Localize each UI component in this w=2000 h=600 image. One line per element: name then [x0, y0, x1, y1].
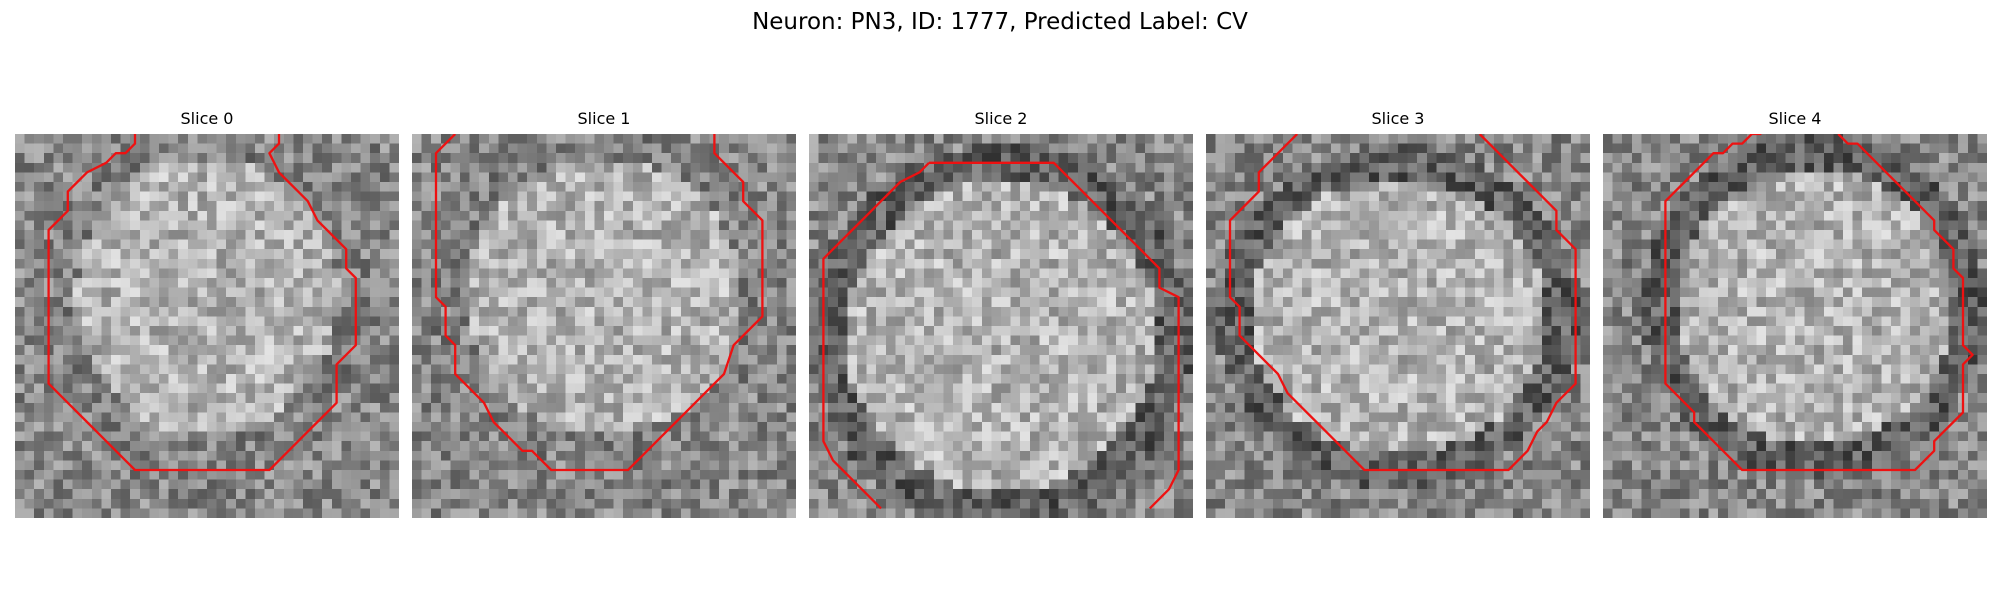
slice-image	[1603, 134, 1987, 518]
slice-panel-2: Slice 2	[809, 108, 1193, 518]
slice-image	[809, 134, 1193, 518]
slice-panel-4: Slice 4	[1603, 108, 1987, 518]
cell-contour	[822, 161, 930, 510]
slice-title: Slice 4	[1768, 109, 1822, 128]
figure-title: Neuron: PN3, ID: 1777, Predicted Label: …	[752, 9, 1248, 35]
pixel-grid	[15, 134, 399, 518]
slice-image	[412, 134, 796, 518]
slice-panel-1: Slice 1	[412, 108, 796, 518]
cell-contour	[1664, 134, 1974, 472]
pixel-grid	[809, 134, 1193, 518]
slice-title: Slice 0	[180, 109, 234, 128]
cell-contour	[1228, 134, 1577, 472]
cell-contour	[929, 161, 1180, 510]
slice-title: Slice 3	[1371, 109, 1425, 128]
slice-image	[15, 134, 399, 518]
slice-title: Slice 2	[974, 109, 1028, 128]
cell-contour	[47, 134, 357, 472]
slice-panel-0: Slice 0	[15, 108, 399, 518]
slice-panel-3: Slice 3	[1206, 108, 1590, 518]
pixel-grid	[1206, 134, 1590, 518]
slice-image	[1206, 134, 1590, 518]
slice-title: Slice 1	[577, 109, 631, 128]
cell-contour	[434, 134, 764, 472]
pixel-grid	[1603, 134, 1987, 518]
pixel-grid	[412, 134, 796, 518]
